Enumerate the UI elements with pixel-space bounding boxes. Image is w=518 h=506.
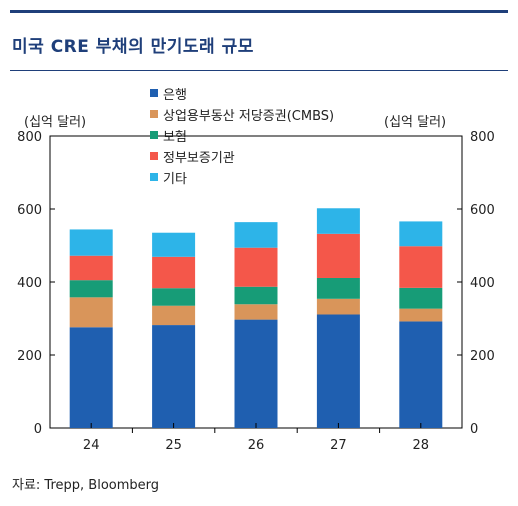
- bar-segment: [69, 229, 113, 256]
- y-tick-label-right: 800: [470, 130, 495, 145]
- legend-swatch: [150, 89, 158, 97]
- y-axis-label-right: (십억 달러): [384, 115, 446, 130]
- y-tick-label-left: 400: [17, 276, 42, 291]
- bar-segment: [399, 287, 443, 309]
- bar-segment: [316, 298, 360, 315]
- y-tick-label-right: 200: [470, 349, 495, 364]
- chart-title: 미국 CRE 부채의 만기도래 규모: [12, 37, 254, 57]
- bar-segment: [234, 319, 278, 428]
- x-tick-label: 24: [83, 438, 100, 453]
- legend-swatch: [150, 110, 158, 118]
- y-tick-label-right: 600: [470, 203, 495, 218]
- legend-swatch: [150, 131, 158, 139]
- y-tick-label-left: 200: [17, 349, 42, 364]
- bar-segment: [69, 280, 113, 298]
- bar-segment: [316, 208, 360, 234]
- bar-segment: [399, 246, 443, 288]
- legend-swatch: [150, 152, 158, 160]
- bar-segment: [152, 256, 196, 289]
- legend-label: 은행: [163, 87, 187, 103]
- bar-segment: [399, 308, 443, 322]
- legend-swatch: [150, 173, 158, 181]
- bar-segment: [399, 221, 443, 247]
- bar-segment: [69, 255, 113, 281]
- bar-segment: [234, 222, 278, 248]
- bar-segment: [152, 325, 196, 428]
- bar-segment: [152, 232, 196, 257]
- bar-segment: [234, 286, 278, 305]
- bar-segment: [234, 247, 278, 287]
- legend-label: 보험: [163, 130, 187, 145]
- legend-label: 기타: [163, 172, 187, 187]
- title-rule: [10, 70, 508, 71]
- bar-segment: [399, 321, 443, 428]
- top-rule: [10, 10, 508, 13]
- x-tick-label: 28: [413, 438, 430, 453]
- y-tick-label-right: 400: [470, 276, 495, 291]
- bar-segment: [69, 297, 113, 328]
- bar-segment: [234, 304, 278, 320]
- bar-segment: [316, 277, 360, 299]
- y-tick-label-left: 800: [17, 130, 42, 145]
- bar-segment: [152, 288, 196, 306]
- x-tick-label: 27: [330, 438, 347, 453]
- bar-segment: [316, 233, 360, 278]
- y-tick-label-left: 0: [34, 422, 42, 437]
- y-tick-label-right: 0: [470, 422, 478, 437]
- bar-segment: [316, 314, 360, 428]
- x-tick-label: 25: [165, 438, 182, 453]
- legend-label: 상업용부동산 저당증권(CMBS): [163, 109, 334, 124]
- bar-segment: [152, 305, 196, 326]
- source-note: 자료: Trepp, Bloomberg: [12, 478, 160, 493]
- x-tick-label: 26: [248, 438, 265, 453]
- legend-label: 정부보증기관: [163, 151, 235, 166]
- bar-segment: [69, 327, 113, 428]
- y-axis-label-left: (십억 달러): [24, 115, 86, 130]
- y-tick-label-left: 600: [17, 203, 42, 218]
